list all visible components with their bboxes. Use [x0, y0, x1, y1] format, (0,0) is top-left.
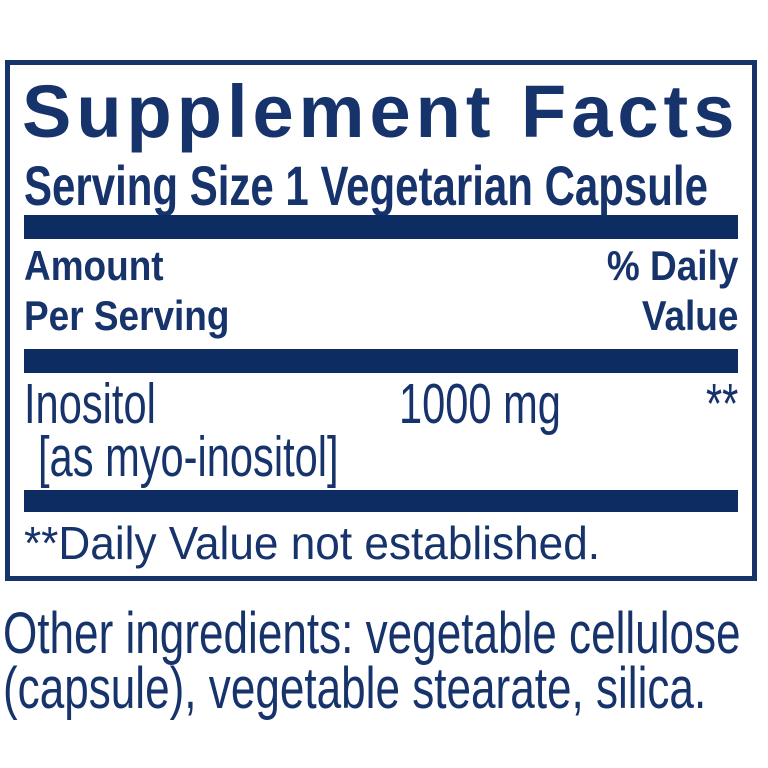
- divider-bar-bottom: [24, 490, 738, 512]
- daily-value-header-line2: Value: [641, 292, 738, 339]
- nutrient-daily-value: **: [705, 372, 738, 436]
- amount-header-line2: Per Serving: [24, 292, 230, 339]
- other-ingredients: Other ingredients: vegetable cellulose (…: [3, 601, 768, 721]
- daily-value-header: % Daily Value: [607, 241, 738, 341]
- serving-size-text: Serving Size 1 Vegetarian Capsule: [24, 154, 708, 217]
- panel-title: Supplement Facts: [22, 70, 740, 153]
- other-ingredients-line2: (capsule), vegetable stearate, silica.: [3, 656, 707, 721]
- other-ingredients-line1: Other ingredients: vegetable cellulose: [3, 601, 741, 666]
- nutrient-amount: 1000 mg: [399, 372, 561, 436]
- divider-bar-top: [24, 215, 738, 239]
- daily-value-footnote: **Daily Value not established.: [24, 517, 601, 569]
- divider-bar-middle: [24, 349, 738, 373]
- amount-header-line1: Amount: [24, 242, 164, 289]
- supplement-facts-panel: Supplement Facts Serving Size 1 Vegetari…: [5, 60, 757, 581]
- daily-value-header-line1: % Daily: [606, 242, 738, 289]
- nutrient-form-detail: [as myo-inositol]: [38, 425, 339, 489]
- amount-per-serving-header: Amount Per Serving: [24, 241, 229, 341]
- nutrient-name: Inositol: [24, 372, 156, 436]
